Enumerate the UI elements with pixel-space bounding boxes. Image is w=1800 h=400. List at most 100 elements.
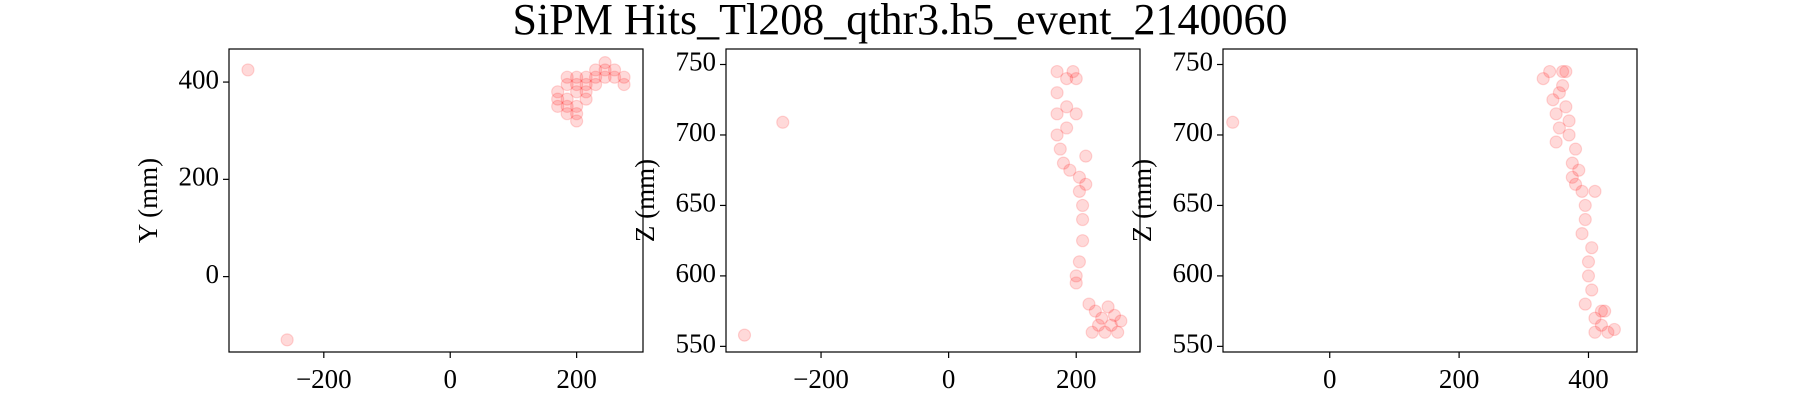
- plot-frame: [228, 48, 644, 353]
- hit-point: [1075, 198, 1090, 213]
- hit-point: [1594, 318, 1609, 332]
- hit-point: [1562, 128, 1576, 142]
- y-axis-label: Z (mm): [630, 159, 660, 242]
- y-tick-label: 650: [676, 188, 717, 218]
- hit-point: [1075, 234, 1090, 248]
- hit-point: [1069, 71, 1083, 86]
- hit-point: [1060, 100, 1074, 114]
- hit-point: [560, 70, 574, 84]
- hit-point: [1585, 283, 1599, 297]
- hit-point: [1075, 212, 1090, 227]
- y-tick-label: 200: [179, 162, 220, 192]
- y-axis-label: Y (mm): [133, 158, 163, 243]
- hit-point: [1111, 325, 1125, 339]
- hit-point: [570, 77, 584, 92]
- hit-point: [1575, 227, 1589, 241]
- hit-point: [1565, 156, 1579, 170]
- y-axis-label: Z (mm): [1127, 159, 1157, 242]
- plot-frame: [1222, 48, 1638, 353]
- x-tick-label: 200: [1056, 364, 1097, 394]
- y-tick-label: 700: [1173, 117, 1214, 147]
- hit-point: [1562, 114, 1576, 128]
- figure-title: SiPM Hits_Tl208_qthr3.h5_event_2140060: [513, 0, 1288, 44]
- hit-point: [551, 92, 565, 106]
- hit-point: [1543, 64, 1557, 79]
- hit-point: [1085, 325, 1099, 339]
- hit-point: [1594, 304, 1609, 318]
- hit-point: [1578, 212, 1592, 227]
- hit-point: [617, 77, 631, 92]
- hit-point: [1588, 184, 1602, 198]
- hit-point: [579, 85, 593, 99]
- hit-point: [1072, 255, 1086, 269]
- hit-point: [1585, 241, 1599, 255]
- hit-point: [1050, 107, 1064, 121]
- hit-point: [1575, 184, 1589, 198]
- hit-point: [1588, 325, 1602, 339]
- y-tick-label: 650: [1173, 188, 1214, 218]
- hit-point: [280, 333, 294, 347]
- hit-point: [1079, 177, 1093, 191]
- hit-point: [579, 92, 593, 106]
- hit-point: [570, 85, 584, 99]
- hit-point: [1069, 107, 1083, 121]
- x-tick-label: 0: [1323, 364, 1337, 394]
- hit-point: [1578, 198, 1592, 213]
- hit-point: [1568, 177, 1583, 191]
- hit-point: [579, 77, 593, 92]
- y-tick-label: 600: [676, 258, 717, 288]
- y-tick-label: 400: [179, 64, 220, 94]
- hit-point: [551, 99, 565, 113]
- hit-point: [1050, 64, 1064, 79]
- hit-point: [570, 114, 584, 128]
- hit-point: [588, 63, 603, 77]
- hit-point: [1556, 79, 1570, 93]
- x-tick-label: 0: [942, 364, 956, 394]
- hit-point: [1060, 71, 1074, 86]
- hit-point: [588, 77, 603, 92]
- plot-frame: [725, 48, 1141, 353]
- hit-point: [560, 92, 574, 106]
- hit-point: [598, 56, 612, 70]
- x-tick-label: 200: [1439, 364, 1480, 394]
- hit-point: [617, 70, 631, 84]
- hit-point: [1552, 121, 1566, 135]
- hit-point: [1063, 163, 1077, 177]
- hit-point: [1104, 318, 1118, 332]
- hit-point: [1552, 86, 1566, 100]
- hit-point: [607, 63, 622, 77]
- hit-point: [1091, 318, 1106, 332]
- x-tick-label: −200: [793, 364, 849, 394]
- y-tick-label: 700: [676, 117, 717, 147]
- hit-point: [607, 70, 622, 84]
- hit-point: [560, 77, 574, 92]
- hit-point: [598, 63, 612, 77]
- hit-point: [1079, 149, 1093, 163]
- hit-point: [570, 70, 584, 84]
- hit-point: [1598, 304, 1612, 318]
- hit-point: [1588, 311, 1602, 325]
- hit-point: [1581, 269, 1596, 283]
- hit-point: [1601, 325, 1615, 339]
- hit-point: [1095, 311, 1109, 325]
- hit-point: [1082, 297, 1096, 311]
- hit-point: [1107, 308, 1122, 322]
- hit-point: [1069, 269, 1083, 283]
- hit-point: [1050, 128, 1064, 142]
- hit-point: [560, 99, 574, 113]
- x-tick-label: 200: [556, 364, 597, 394]
- hit-point: [1536, 71, 1550, 86]
- hit-point: [1098, 325, 1112, 339]
- hit-point: [1072, 184, 1086, 198]
- x-tick-label: −200: [296, 364, 352, 394]
- hit-point: [737, 328, 752, 342]
- hit-point: [1060, 121, 1074, 135]
- hit-point: [1066, 64, 1080, 79]
- y-tick-label: 750: [676, 47, 717, 77]
- hit-point: [1568, 142, 1583, 156]
- y-tick-label: 600: [1173, 258, 1214, 288]
- y-tick-label: 550: [676, 329, 717, 359]
- hit-point: [1226, 115, 1240, 129]
- hit-point: [551, 85, 565, 99]
- hit-point: [776, 115, 790, 129]
